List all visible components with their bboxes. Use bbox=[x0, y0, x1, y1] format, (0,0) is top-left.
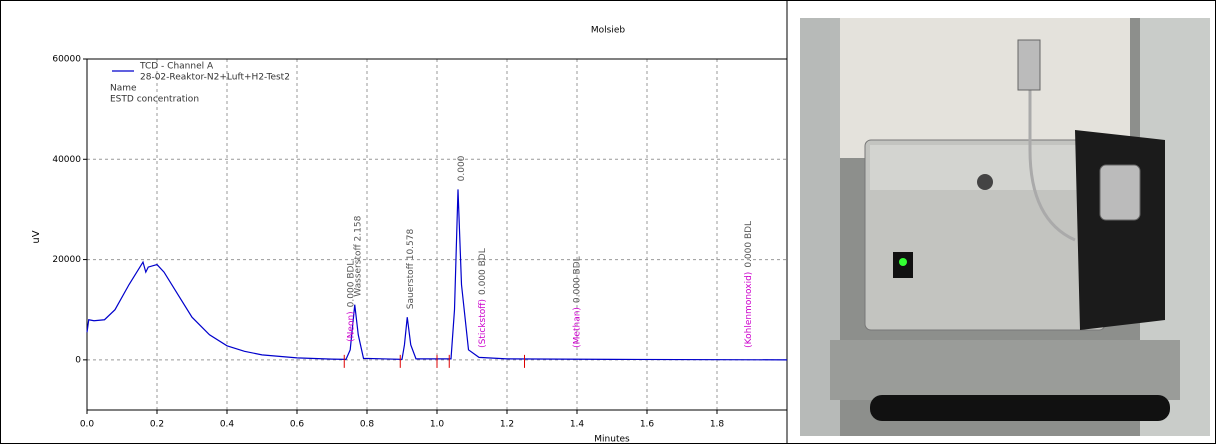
annotation-name: (Kohlenmonoxid) bbox=[744, 272, 754, 348]
x-tick-label: 0.4 bbox=[220, 420, 235, 430]
x-tick-label: 0.6 bbox=[290, 420, 305, 430]
bracket bbox=[1075, 130, 1165, 330]
y-tick-label: 40000 bbox=[52, 155, 81, 165]
handle bbox=[870, 395, 1170, 421]
data-line bbox=[86, 189, 788, 361]
led bbox=[899, 258, 907, 266]
x-tick-label: 1.6 bbox=[640, 420, 655, 430]
x-tick-label: 1.2 bbox=[500, 420, 514, 430]
legend-label: TCD - Channel A bbox=[139, 62, 214, 72]
x-tick-label: 1.4 bbox=[570, 420, 585, 430]
annotation: (Kohlenmonoxid) 0.000 BDL bbox=[744, 221, 754, 348]
annotation-value: 0.000 BDL bbox=[572, 256, 582, 303]
annotation: (Neon) 0.000 BDL bbox=[346, 261, 356, 342]
annotation-name: (Neon) bbox=[346, 311, 356, 342]
fitting bbox=[1017, 39, 1041, 91]
annotation: 0.000 bbox=[457, 155, 467, 181]
annotation-name: (Methan) bbox=[572, 307, 582, 348]
annotation: (Methan) 0.000 BDL bbox=[572, 256, 582, 348]
legend-line: 28-02-Reaktor-N2+Luft+H2-Test2 bbox=[140, 73, 290, 83]
y-tick-label: 0 bbox=[75, 355, 81, 365]
tube bbox=[1028, 70, 1076, 242]
plot-frame bbox=[86, 58, 788, 411]
annotation: Wasserstoff 2.158 bbox=[353, 215, 363, 296]
annotation-value: Wasserstoff 2.158 bbox=[353, 215, 363, 296]
y-tick-label: 60000 bbox=[52, 55, 81, 65]
legend-line: Name bbox=[110, 84, 137, 94]
photo bbox=[800, 18, 1210, 436]
annotation-value: 0.000 BDL bbox=[346, 261, 356, 308]
x-tick-label: 0.8 bbox=[360, 420, 375, 430]
annotation-name: (Stickstoff) bbox=[478, 299, 488, 348]
x-tick-label: 0.0 bbox=[80, 420, 95, 430]
annotation-value: 0.000 bbox=[457, 155, 467, 181]
legend-line: ESTD concentration bbox=[110, 95, 199, 105]
plot: 0 20000 40000 60000 0.0 0.2 0.4 0.6 0.8 1.0 1.2 1.4… bbox=[52, 55, 788, 430]
annotation-value: 0.000 BDL bbox=[478, 248, 488, 295]
y-axis-label: uV bbox=[31, 230, 42, 243]
annotation: (Stickstoff) 0.000 BDL bbox=[478, 248, 488, 348]
valve bbox=[1099, 164, 1141, 221]
annotation-value: Sauerstoff 10.578 bbox=[406, 229, 416, 310]
port bbox=[977, 174, 993, 190]
x-tick-label: 0.2 bbox=[150, 420, 164, 430]
y-tick-label: 20000 bbox=[52, 255, 81, 265]
x-tick-label: 1.8 bbox=[710, 420, 725, 430]
x-tick-label: 1.0 bbox=[430, 420, 445, 430]
annotation-value: 0.000 BDL bbox=[744, 221, 754, 268]
stand bbox=[830, 340, 1180, 400]
x-axis-label: Minutes bbox=[594, 435, 630, 444]
chart-title: Molsieb bbox=[591, 26, 625, 36]
annotation: Sauerstoff 10.578 bbox=[406, 229, 416, 310]
